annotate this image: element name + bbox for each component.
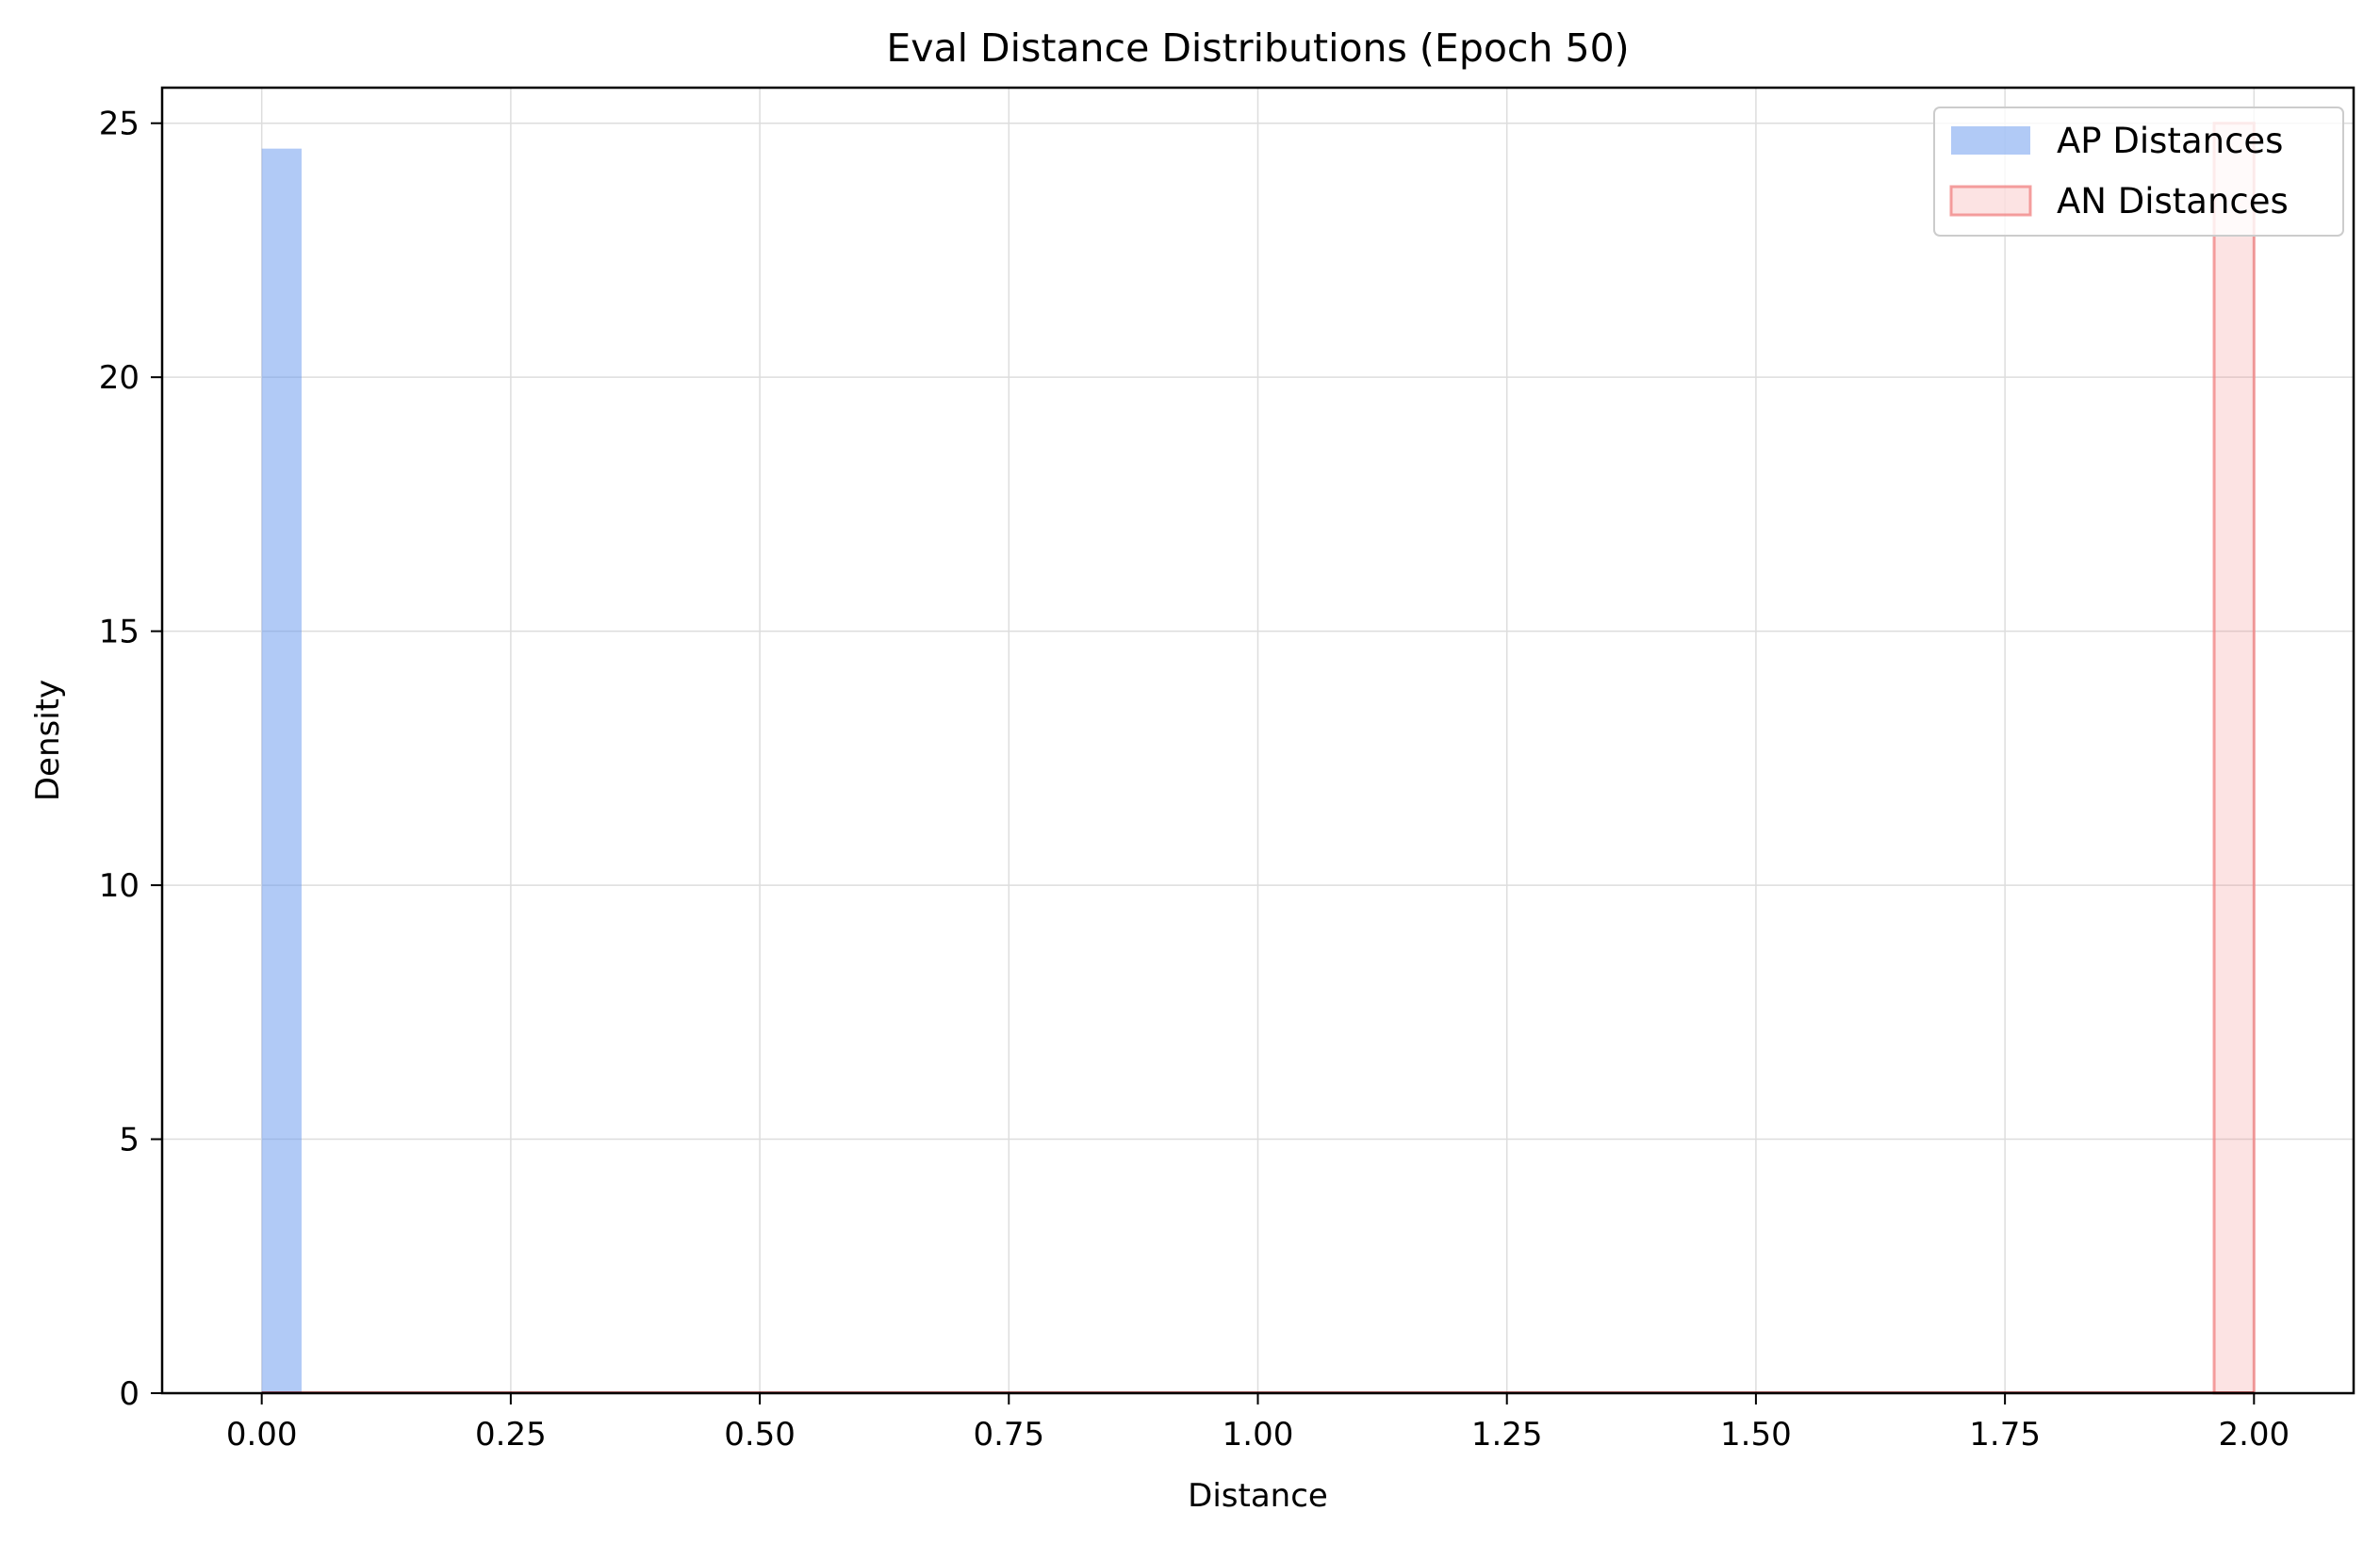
x-tick-label: 1.00	[1223, 1416, 1294, 1454]
histogram-bar-an	[2212, 122, 2256, 1395]
x-tick-label: 1.25	[1471, 1416, 1543, 1454]
x-axis-title: Distance	[1188, 1477, 1328, 1515]
x-tick-label: 0.25	[475, 1416, 547, 1454]
legend-swatch-ap	[1951, 126, 2030, 155]
y-tick-label: 25	[99, 106, 140, 143]
x-tick-label: 0.50	[724, 1416, 796, 1454]
histogram-bar-ap	[261, 148, 302, 1393]
y-tick-label: 20	[99, 359, 140, 397]
legend-label-an: AN Distances	[2057, 181, 2289, 222]
y-axis-title: Density	[29, 680, 67, 801]
legend-box	[1933, 107, 2344, 237]
y-tick-label: 0	[119, 1375, 140, 1413]
x-tick-label: 0.75	[973, 1416, 1044, 1454]
tick-labels: 0.00 0.25 0.50 0.75 1.00 1.25 1.50 1.75 2.00 0 5 10…	[99, 106, 2290, 1454]
x-tick-label: 1.75	[1969, 1416, 2041, 1454]
legend-swatch-an	[1949, 185, 2032, 217]
x-tick-label: 1.50	[1720, 1416, 1792, 1454]
legend-label-ap: AP Distances	[2057, 121, 2283, 161]
legend: AP Distances AN Distances	[1933, 107, 2344, 237]
y-tick-label: 15	[99, 614, 140, 651]
x-tick-label: 2.00	[2218, 1416, 2290, 1454]
chart-title: Eval Distance Distributions (Epoch 50)	[886, 25, 1629, 71]
y-tick-label: 5	[119, 1122, 140, 1159]
x-tick-label: 0.00	[226, 1416, 298, 1454]
y-tick-label: 10	[99, 867, 140, 905]
